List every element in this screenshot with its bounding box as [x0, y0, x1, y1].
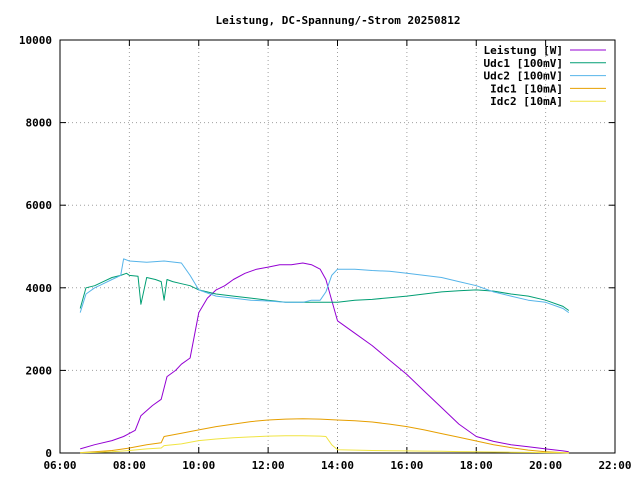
- series-line-idc2: [80, 435, 569, 454]
- series-line-idc1: [80, 418, 569, 454]
- legend: Leistung [W]Udc1 [100mV]Udc2 [100mV]Idc1…: [484, 44, 606, 108]
- legend-label-idc2: Idc2 [10mA]: [490, 95, 563, 108]
- legend-label-udc1: Udc1 [100mV]: [484, 57, 563, 70]
- y-tick-label: 0: [45, 447, 52, 460]
- x-tick-label: 10:00: [182, 459, 215, 472]
- x-tick-label: 18:00: [460, 459, 493, 472]
- x-tick-label: 08:00: [113, 459, 146, 472]
- grid: [60, 40, 615, 453]
- x-tick-label: 14:00: [321, 459, 354, 472]
- y-tick-label: 10000: [19, 34, 52, 47]
- y-tick-label: 4000: [26, 282, 53, 295]
- y-tick-label: 6000: [26, 199, 53, 212]
- x-tick-label: 06:00: [43, 459, 76, 472]
- y-tick-label: 2000: [26, 364, 53, 377]
- series-line-udc1: [79, 272, 570, 311]
- x-tick-label: 22:00: [598, 459, 631, 472]
- legend-label-leistung: Leistung [W]: [484, 44, 563, 57]
- series-line-udc2: [79, 258, 570, 314]
- axis-ticks: 06:00 08:00 10:00 12:00 14:00 16:00 18:00 20:00…: [19, 34, 632, 472]
- legend-label-udc2: Udc2 [100mV]: [484, 70, 563, 83]
- chart-title: Leistung, DC-Spannung/-Strom 20250812: [215, 14, 460, 27]
- x-tick-label: 12:00: [252, 459, 285, 472]
- x-tick-label: 16:00: [390, 459, 423, 472]
- series-line-leistung: [80, 262, 569, 453]
- y-tick-label: 8000: [26, 117, 53, 130]
- series-group: [79, 258, 570, 454]
- legend-label-idc1: Idc1 [10mA]: [490, 82, 563, 95]
- x-tick-label: 20:00: [529, 459, 562, 472]
